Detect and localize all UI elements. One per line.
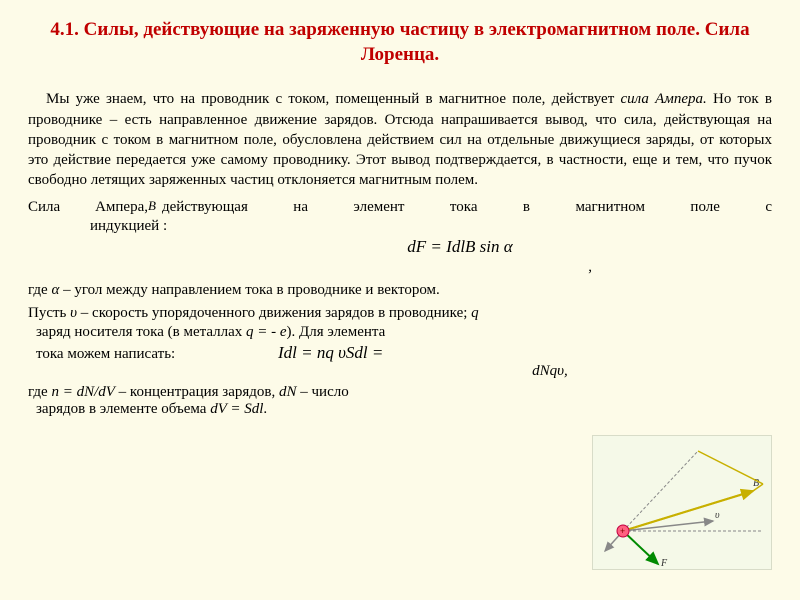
paragraph-2-row: Сила Ампера, B действующая на элемент то… xyxy=(28,199,772,216)
svg-text:F: F xyxy=(660,558,668,569)
paragraph-1: Мы уже знаем, что на проводник с током, … xyxy=(28,89,772,190)
p2-left: Сила Ампера, xyxy=(28,199,148,216)
paragraph-5: где n = dN/dV – концентрация зарядов, dN… xyxy=(28,384,772,401)
p3-a: где xyxy=(28,282,51,298)
svg-text:υ: υ xyxy=(715,510,720,521)
svg-text:+: + xyxy=(620,526,625,536)
p1-italic: сила Ампера. xyxy=(621,91,707,107)
line-1: заряд носителя тока (в металлах q = - e)… xyxy=(28,324,772,341)
p4-a: Пусть xyxy=(28,305,70,321)
section-title: 4.1. Силы, действующие на заряженную час… xyxy=(28,18,772,67)
p2-right: действующая на элемент тока в магнитном … xyxy=(156,199,772,216)
p5-it1: n = dN/dV xyxy=(51,384,114,400)
line-3: зарядов в элементе объема dV = Sdl. xyxy=(28,401,772,418)
formula-2-sub: dNqυ, xyxy=(328,363,772,380)
l1-it1: q = - e xyxy=(246,324,287,340)
p3-b: – угол между направлением тока в проводн… xyxy=(59,282,439,298)
formula-2-row: тока можем написать: Idl = nq υSdl = xyxy=(28,343,772,363)
p2-indent: индукцией : xyxy=(28,218,772,235)
vector-diagram: BυF+ xyxy=(592,435,772,570)
paragraph-4: Пусть υ – скорость упорядоченного движен… xyxy=(28,305,772,322)
formula-2: Idl = nq υSdl = xyxy=(248,343,383,363)
p4-it2: q xyxy=(471,305,479,321)
p5-a: где xyxy=(28,384,51,400)
p5-b: – концентрация зарядов, xyxy=(115,384,279,400)
p5-it2: dN xyxy=(279,384,297,400)
p1-text-a: Мы уже знаем, что на проводник с током, … xyxy=(46,91,621,107)
p2-b: B xyxy=(148,198,156,214)
l3-a: зарядов в элементе объема xyxy=(36,401,210,417)
l3-it1: dV = Sdl xyxy=(210,401,263,417)
l2-left: тока можем написать: xyxy=(28,346,248,363)
paragraph-3: где α – угол между направлением тока в п… xyxy=(28,282,772,299)
formula-1-comma: , xyxy=(28,259,772,276)
p5-c: – число xyxy=(297,384,349,400)
l1-a: заряд носителя тока (в металлах xyxy=(36,324,246,340)
p4-it1: υ xyxy=(70,305,77,321)
diagram-svg: BυF+ xyxy=(593,436,773,571)
formula-1: dF = IdlB sin α xyxy=(148,237,772,257)
p4-b: – скорость упорядоченного движения заряд… xyxy=(77,305,471,321)
l3-b: . xyxy=(263,401,267,417)
l1-b: ). Для элемента xyxy=(287,324,386,340)
